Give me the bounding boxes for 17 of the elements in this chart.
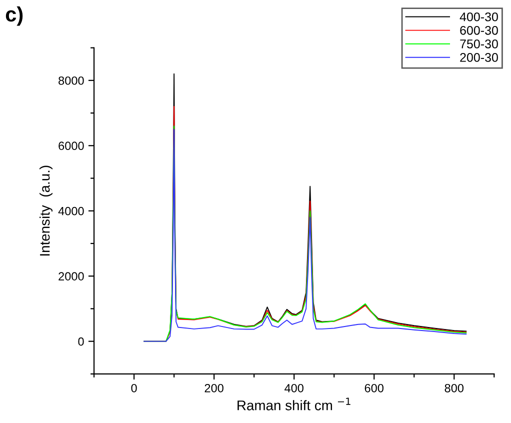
x-tick-label: 800 (444, 384, 464, 392)
x-tick-label: 400 (284, 384, 304, 392)
text: c) (6, 6, 23, 26)
y-tick-label: 2000 (58, 272, 84, 280)
legend-label: 200-30 (460, 53, 498, 62)
x-tick-label: 600 (364, 384, 384, 392)
y-tick-label: 6000 (58, 142, 84, 150)
legend-label: 750-30 (460, 40, 498, 48)
y-tick-label: 8000 (58, 76, 84, 85)
x-tick-label: 0 (131, 384, 137, 392)
x-tick-label: 200 (204, 384, 224, 392)
x-axis-title: Raman shift cm $^{−1}$ (238, 398, 350, 410)
y-axis-title: Intensity (a.u.) (40, 166, 52, 256)
y-tick-label: 4000 (58, 206, 84, 216)
legend-label: 600-30 (460, 26, 498, 35)
legend-label: 400-30 (460, 12, 498, 22)
y-tick-label: 0 (78, 337, 84, 346)
